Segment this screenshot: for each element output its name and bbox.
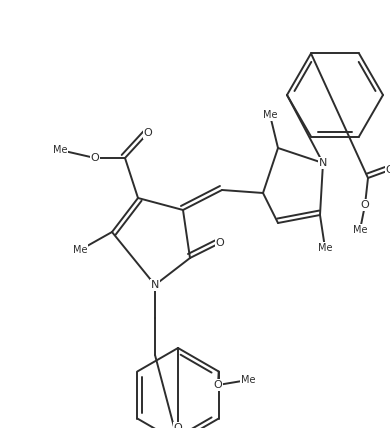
Text: Me: Me [318,243,332,253]
Text: Me: Me [353,225,367,235]
Text: O: O [214,380,222,390]
Text: O: O [386,165,390,175]
Text: O: O [144,128,152,138]
Text: O: O [216,238,224,248]
Text: Me: Me [263,110,277,120]
Text: N: N [151,280,159,290]
Text: Me: Me [73,245,87,255]
Text: O: O [90,153,99,163]
Text: Me: Me [241,375,255,385]
Text: O: O [361,200,369,210]
Text: O: O [174,423,183,428]
Text: Me: Me [53,145,67,155]
Text: N: N [319,158,327,168]
